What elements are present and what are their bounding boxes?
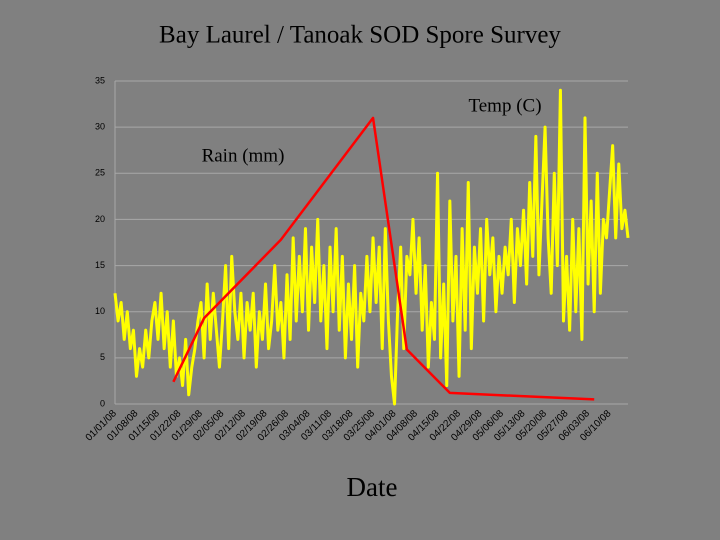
y-tick-label: 25 (95, 168, 105, 178)
y-tick-label: 5 (100, 352, 105, 362)
y-tick-label: 10 (95, 306, 105, 316)
chart-title: Bay Laurel / Tanoak SOD Spore Survey (159, 22, 561, 49)
series-line (113, 88, 630, 406)
series-line (172, 116, 595, 401)
y-tick-label: 30 (95, 122, 105, 132)
y-tick-label: 0 (100, 398, 105, 408)
x-axis-label: Date (347, 472, 398, 502)
series-label: Rain (mm) (202, 145, 285, 166)
y-tick-label: 35 (95, 75, 105, 85)
series-label: Temp (C) (468, 95, 541, 116)
y-tick-label: 20 (95, 214, 105, 224)
y-tick-label: 15 (95, 260, 105, 270)
